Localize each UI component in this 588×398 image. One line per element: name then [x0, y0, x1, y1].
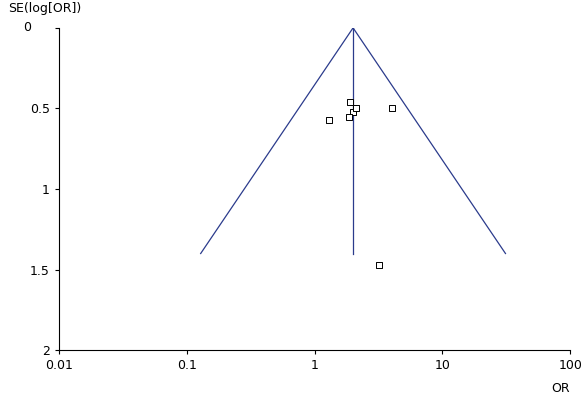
- Point: [348, 109, 358, 115]
- Point: [325, 117, 334, 123]
- Point: [375, 261, 384, 268]
- Text: 0: 0: [23, 21, 31, 34]
- Point: [351, 105, 360, 111]
- Point: [344, 113, 353, 120]
- Point: [387, 105, 396, 111]
- Text: SE(log[OR]): SE(log[OR]): [8, 2, 81, 15]
- Text: OR: OR: [552, 382, 570, 396]
- Point: [346, 99, 355, 105]
